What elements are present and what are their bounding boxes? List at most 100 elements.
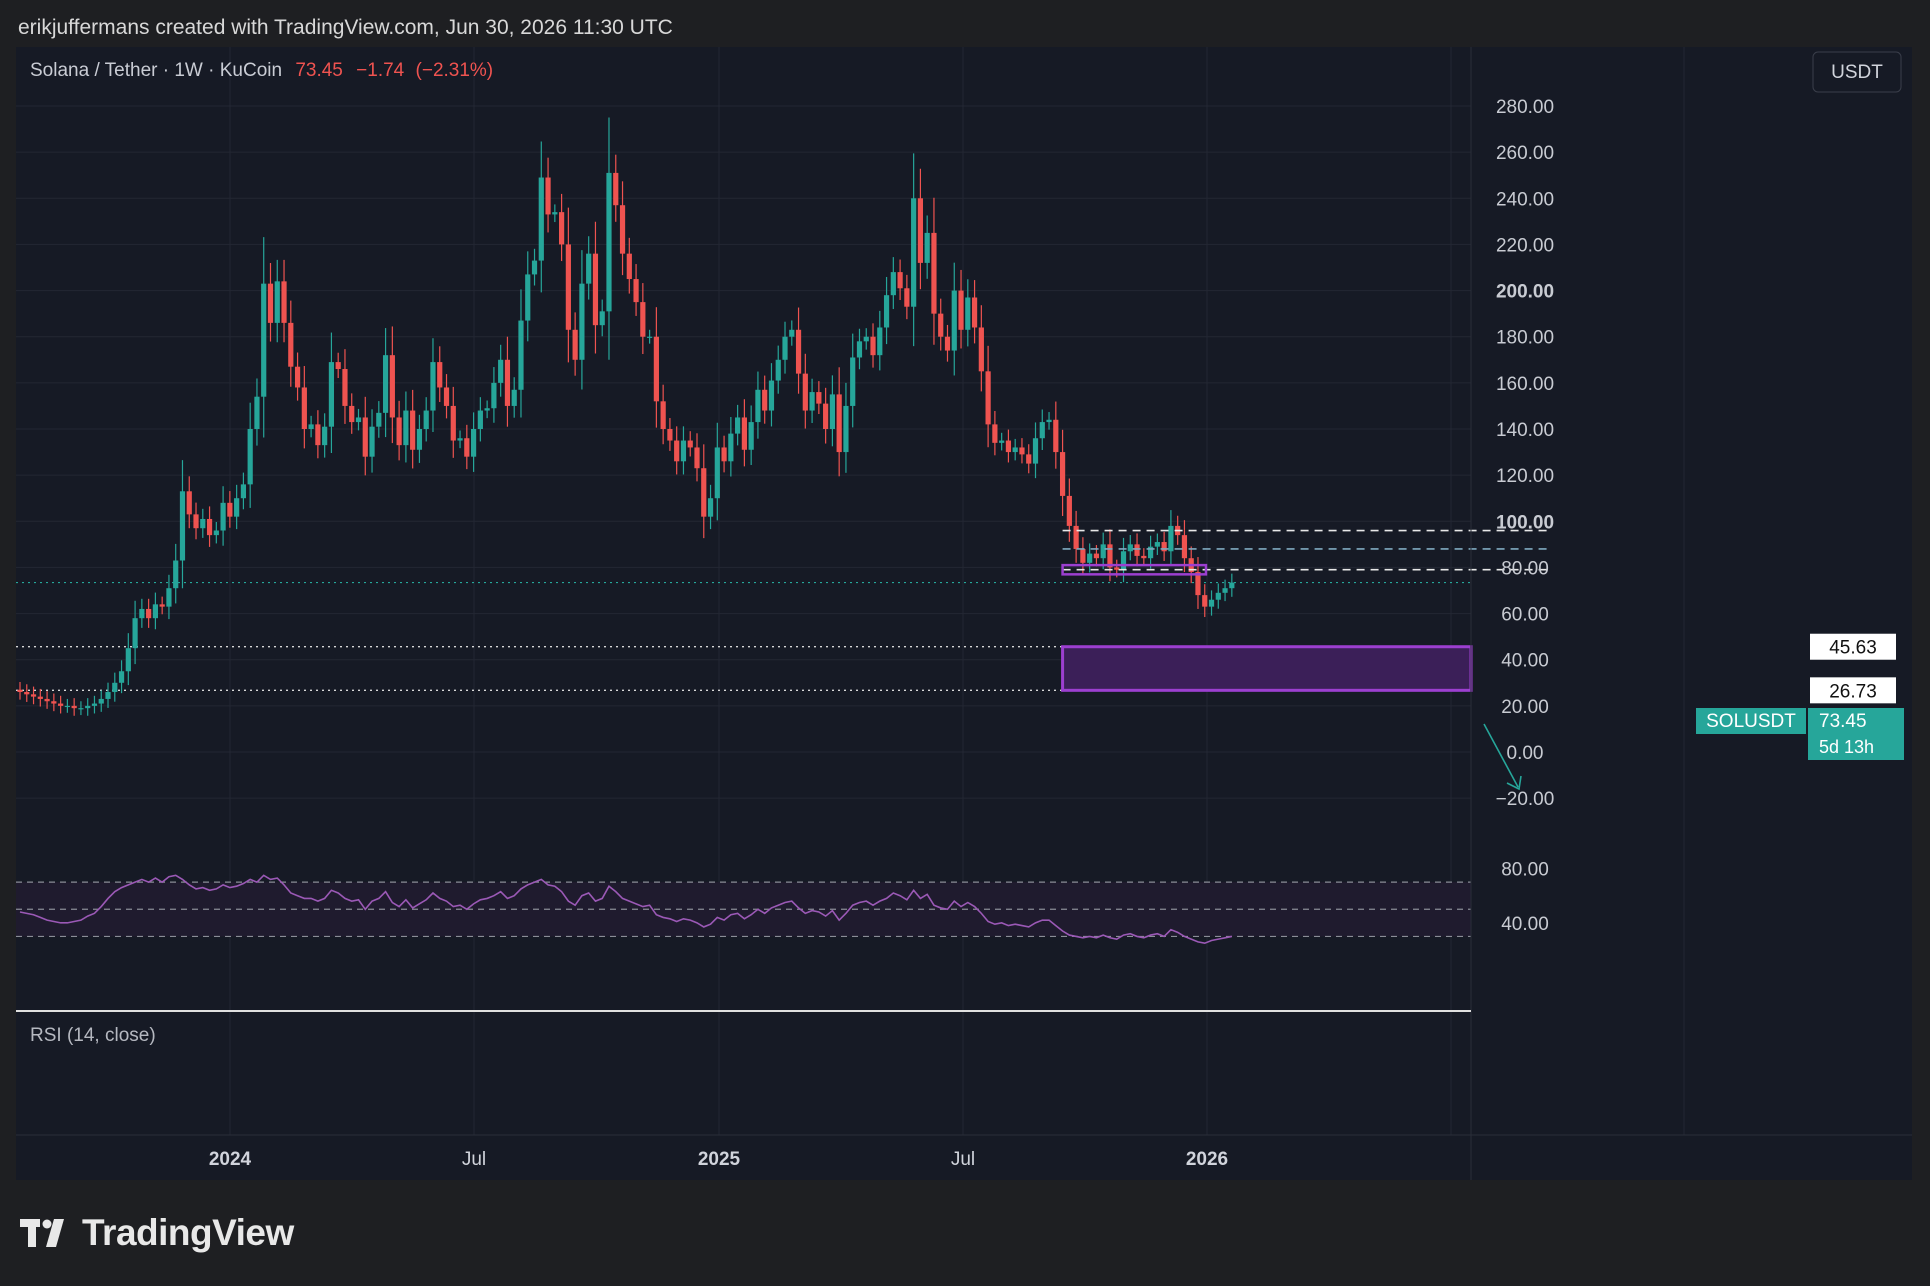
candle-body <box>985 371 991 425</box>
price-tick-label: 200.00 <box>1496 282 1554 303</box>
tradingview-logo[interactable]: TradingView <box>20 1212 294 1254</box>
svg-text:Solana / Tether · 1W · KuCoin: Solana / Tether · 1W · KuCoin 73.45 −1.7… <box>30 60 493 81</box>
candle-body <box>856 341 863 358</box>
candle-body <box>146 608 152 619</box>
candle-body <box>592 253 599 326</box>
candle-body <box>1161 542 1167 552</box>
candle-body <box>843 405 849 453</box>
candle-body <box>1012 447 1018 453</box>
candle-body <box>477 410 483 429</box>
price-tag-countdown: 5d 13h <box>1819 737 1874 757</box>
target-zone-box <box>1061 645 1473 692</box>
candle-body <box>938 313 944 337</box>
candle-body <box>498 359 504 383</box>
candle-body <box>152 604 158 619</box>
price-tick-label: 20.00 <box>1501 697 1549 718</box>
axes: 280.00 260.00 240.00 220.00 200.00 180.00 160.… <box>16 47 1912 1180</box>
candle-body <box>193 514 199 529</box>
candle-body <box>674 440 680 462</box>
candle-body <box>315 424 321 446</box>
candle-body <box>64 705 70 708</box>
candle-body <box>24 692 30 695</box>
level-tag-45: 45.63 <box>1810 633 1896 660</box>
candle-body <box>1066 495 1072 526</box>
price-tag-value: 73.45 <box>1819 711 1867 732</box>
candle-body <box>58 703 64 706</box>
candle-body <box>755 389 761 423</box>
chart-frame[interactable]: 80.00 40.00 280.00 260.00 240.00 220.00 200.0… <box>16 47 1912 1180</box>
price-tick-label: 180.00 <box>1496 328 1554 349</box>
candle-body <box>1087 553 1093 563</box>
candle-body <box>173 560 179 589</box>
candle-body <box>917 198 924 263</box>
projection-arrowhead <box>1506 775 1522 791</box>
candle-body <box>484 408 490 411</box>
candle-body <box>1120 551 1127 570</box>
candle-body <box>572 329 578 360</box>
candle-body <box>355 417 362 423</box>
candle-body <box>525 274 531 321</box>
candle-body <box>139 608 145 619</box>
candle-body <box>17 689 23 693</box>
candle-body <box>91 703 98 706</box>
price-chart[interactable]: 80.00 40.00 280.00 260.00 240.00 220.00 200.0… <box>16 47 1912 1180</box>
candle-body <box>870 336 876 356</box>
candle-body <box>958 290 964 330</box>
candle-body <box>349 405 355 423</box>
candle-body <box>640 302 646 337</box>
candle-body <box>775 359 781 381</box>
candle-body <box>728 433 734 462</box>
price-tick-label: 60.00 <box>1501 605 1549 626</box>
candle-body <box>829 394 835 429</box>
candle-body <box>863 336 869 342</box>
level-tag-26-label: 26.73 <box>1829 681 1877 702</box>
candle-body <box>410 410 416 450</box>
rsi-tick-label: 80.00 <box>1501 860 1549 881</box>
grid <box>16 47 1685 1135</box>
candle-body <box>294 366 301 388</box>
candle-body <box>166 588 172 607</box>
legend-change: −1.74 <box>356 60 405 81</box>
candle-body <box>613 172 619 206</box>
currency-button[interactable] <box>1812 51 1902 93</box>
rsi-pane: 80.00 40.00 <box>16 860 1549 945</box>
rsi-label: RSI (14, close) <box>30 1025 156 1046</box>
candle-body <box>545 177 551 215</box>
price-tick-label: −20.00 <box>1496 789 1555 810</box>
candle-body <box>261 283 267 397</box>
candle-body <box>281 281 287 323</box>
candle-body <box>389 355 395 418</box>
candle-body <box>816 392 822 404</box>
candle-body <box>965 297 971 330</box>
candle-body <box>619 205 626 254</box>
candle-body <box>71 705 77 709</box>
candle-body <box>159 604 165 607</box>
candle-body <box>1147 546 1154 559</box>
candle-body <box>254 396 260 429</box>
time-tick-label: Jul <box>951 1149 975 1170</box>
candle-body <box>795 329 802 374</box>
time-tick-label: 2024 <box>209 1149 252 1170</box>
price-tick-label: 120.00 <box>1496 466 1554 487</box>
candle-body <box>227 502 233 517</box>
price-tick-label: 140.00 <box>1496 420 1554 441</box>
time-tick-label: 2025 <box>698 1149 741 1170</box>
candle-body <box>1154 542 1160 547</box>
candle-body <box>1073 525 1079 549</box>
currency-label: USDT <box>1831 62 1883 83</box>
candle-body <box>423 410 429 429</box>
candle-body <box>1026 454 1032 464</box>
candle-body <box>1039 422 1045 439</box>
candle-body <box>234 498 240 517</box>
candle-body <box>1019 447 1025 455</box>
candle-body <box>37 696 43 699</box>
candle-body <box>98 698 104 704</box>
candle-body <box>186 491 192 515</box>
candle-body <box>335 362 341 370</box>
candle-body <box>836 394 842 453</box>
candle-body <box>44 698 50 702</box>
price-tick-label: 0.00 <box>1507 743 1544 764</box>
candle-body <box>301 387 307 429</box>
candle-body <box>437 362 443 388</box>
candle-body <box>504 359 511 406</box>
